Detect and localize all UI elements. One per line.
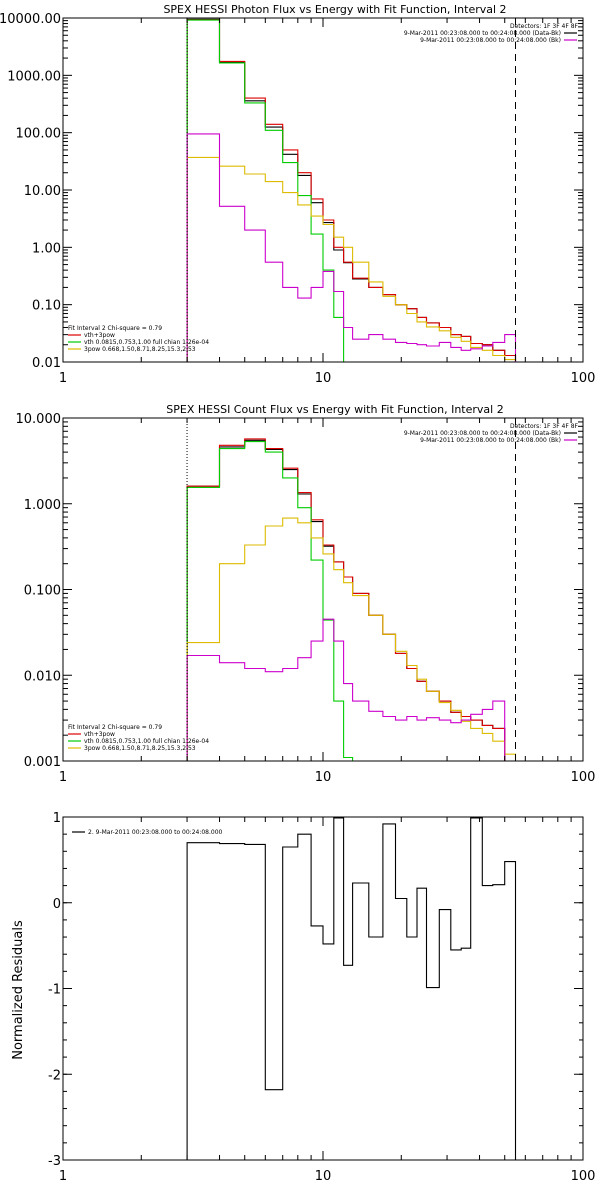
series-group (186, 817, 517, 1160)
legend-entry: 9-Mar-2011 00:23:08.000 to 00:24:08.000 … (404, 430, 561, 437)
plot-area: 1 10 100 0.01 0.10 1.00 10.00 100.00 1000.00 1000… (0, 12, 596, 386)
y-tick-label: 0.01 (32, 356, 61, 371)
x-tick-label: 100 (571, 770, 596, 785)
fit-legend-entry: 3pow 0.668,1.50,8.71,8.25,15.3,2.53 (84, 346, 196, 353)
panel-residuals: Normalized Residuals 1 10 100 -3 -2 -1 0 1 2. 9-… (11, 811, 595, 1184)
y-tick-label: 1 (53, 811, 61, 826)
panel-photon-flux: SPEX HESSI Photon Flux vs Energy with Fi… (0, 3, 596, 386)
y-tick-label: -3 (48, 1154, 61, 1169)
legend-entry: 9-Mar-2011 00:23:08.000 to 00:24:08.000 … (404, 30, 561, 37)
series-line-2 (186, 438, 506, 761)
y-tick-label: -2 (48, 1068, 61, 1083)
y-tick-label: 0.010 (24, 669, 61, 684)
fit-legend-entry: vth+3pow (84, 332, 115, 339)
x-tick-label: 1 (59, 371, 67, 386)
fit-legend-header: Fit Interval 2 Chi-square = 0.79 (68, 724, 162, 731)
plot-area: 1 10 100 -3 -2 -1 0 1 2. 9-Mar-2011 00:23:08.000… (48, 811, 595, 1184)
series-line-4 (186, 156, 517, 362)
legend-entry: 9-Mar-2011 00:23:08.000 to 00:24:08.000 … (420, 37, 561, 44)
x-tick-label: 100 (571, 371, 596, 386)
y-tick-label: 0.10 (32, 299, 61, 314)
y-tick-label: 100.00 (16, 127, 62, 142)
fit-legend-entry: vth 0.0815,0.753,1.00 full chian 1.26e-0… (84, 339, 209, 346)
legend-entry: 9-Mar-2011 00:23:08.000 to 00:24:08.000 … (420, 437, 561, 444)
series-line-1 (186, 439, 506, 761)
y-axis-label: Normalized Residuals (11, 920, 26, 1060)
series-line-3 (186, 19, 517, 362)
series-line-4 (186, 517, 544, 761)
series-line-1 (186, 18, 517, 362)
series-line-5 (186, 618, 506, 761)
series-line-1 (186, 817, 517, 1160)
panel-count-flux: SPEX HESSI Count Flux vs Energy with Fit… (16, 403, 596, 785)
series-group (186, 18, 517, 362)
chart-title: SPEX HESSI Count Flux vs Energy with Fit… (166, 403, 503, 416)
y-tick-label: -1 (48, 983, 61, 998)
y-tick-label: 0.001 (24, 755, 61, 770)
series-line-5 (186, 133, 517, 362)
y-tick-label: 1000.00 (7, 69, 61, 84)
x-tick-label: 1 (59, 770, 67, 785)
fit-legend-entry: 3pow 0.668,1.50,8.71,8.25,15.3,2.53 (84, 745, 196, 752)
y-tick-label: 10000.00 (0, 12, 61, 27)
y-tick-label: 10.000 (16, 412, 62, 427)
fit-legend-header: Fit Interval 2 Chi-square = 0.79 (68, 325, 162, 332)
x-tick-label: 1 (59, 1169, 67, 1184)
plot-area: 1 10 100 0.001 0.010 0.100 1.000 10.000 Detector… (16, 412, 596, 785)
fit-legend-entry: vth 0.0815,0.753,1.00 full chian 1.26e-0… (84, 738, 209, 745)
series-line-3 (186, 441, 506, 761)
x-tick-label: 10 (315, 371, 332, 386)
series-group (186, 438, 544, 761)
x-tick-label: 10 (315, 1169, 332, 1184)
y-tick-label: 0 (53, 897, 61, 912)
legend-entry: 2. 9-Mar-2011 00:23:08.000 to 00:24:08.0… (88, 829, 223, 836)
y-tick-label: 1.00 (32, 241, 61, 256)
axes-frame (62, 17, 584, 363)
y-tick-label: 0.100 (24, 584, 61, 599)
fit-legend-entry: vth+3pow (84, 731, 115, 738)
y-tick-label: 10.00 (24, 184, 61, 199)
series-line-2 (186, 19, 517, 362)
x-tick-label: 10 (315, 770, 332, 785)
x-tick-label: 100 (571, 1169, 596, 1184)
chart-title: SPEX HESSI Photon Flux vs Energy with Fi… (163, 3, 506, 16)
legend-header: Detectors: 1F 3F 4F 8F (510, 23, 579, 30)
y-tick-label: 1.000 (24, 498, 61, 513)
legend-header: Detectors: 1F 3F 4F 8F (510, 423, 579, 430)
